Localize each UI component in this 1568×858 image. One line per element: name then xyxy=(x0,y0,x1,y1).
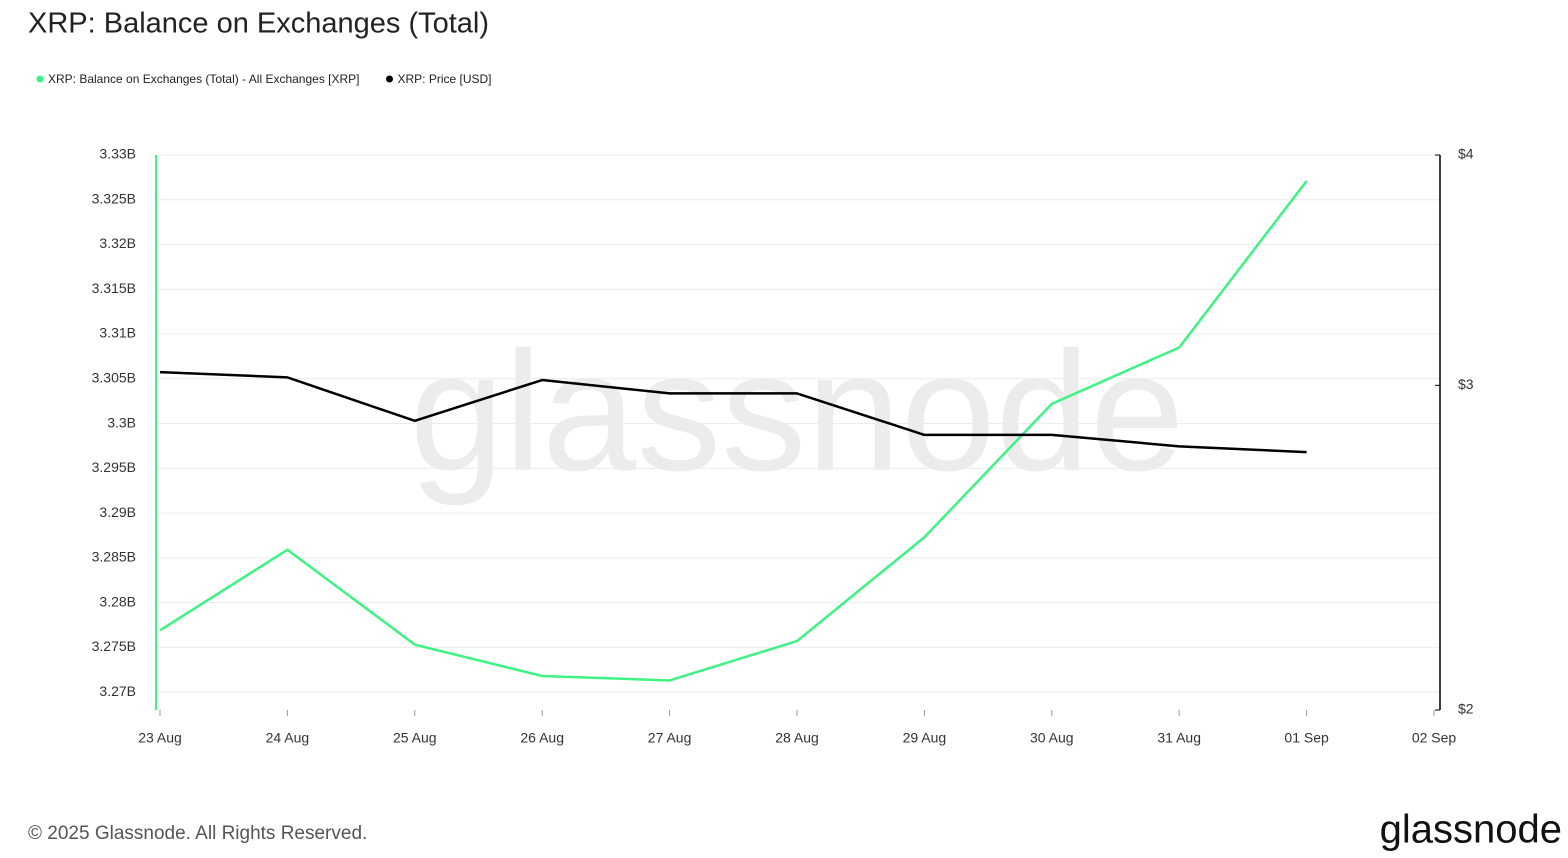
y-tick-label: 3.3B xyxy=(107,414,136,430)
legend-marker xyxy=(36,75,44,83)
chart-title: XRP: Balance on Exchanges (Total) xyxy=(28,8,489,40)
legend-label: XRP: Price [USD] xyxy=(398,72,492,86)
y-tick-label: 3.29B xyxy=(99,504,136,520)
series-line xyxy=(159,370,1307,454)
watermark: glassnode xyxy=(409,317,1184,507)
x-tick-label: 29 Aug xyxy=(903,730,947,746)
legend-label: XRP: Balance on Exchanges (Total) - All … xyxy=(48,72,360,86)
x-tick-label: 31 Aug xyxy=(1157,730,1201,746)
x-tick-label: 23 Aug xyxy=(138,730,182,746)
y-tick-label: 3.28B xyxy=(99,593,136,609)
y-tick-label: 3.315B xyxy=(92,280,136,296)
y-tick-label: 3.295B xyxy=(92,459,136,475)
y2-tick-label: $3 xyxy=(1458,376,1474,392)
y-tick-label: 3.33B xyxy=(99,146,136,162)
x-tick-label: 25 Aug xyxy=(393,730,437,746)
x-tick-label: 27 Aug xyxy=(648,730,692,746)
x-tick-label: 01 Sep xyxy=(1284,730,1329,746)
y2-tick-label: $4 xyxy=(1458,146,1474,162)
y-tick-label: 3.285B xyxy=(92,549,136,565)
x-tick-label: 26 Aug xyxy=(520,730,564,746)
y-tick-label: 3.325B xyxy=(92,190,136,206)
y-tick-label: 3.27B xyxy=(99,683,136,699)
y-tick-label: 3.305B xyxy=(92,369,136,385)
y-tick-label: 3.32B xyxy=(99,235,136,251)
logo: glassnode xyxy=(1380,808,1562,852)
x-tick-label: 28 Aug xyxy=(775,730,819,746)
legend-marker xyxy=(386,75,393,83)
y-tick-label: 3.31B xyxy=(99,325,136,341)
series-line xyxy=(159,180,1308,682)
x-tick-label: 24 Aug xyxy=(266,730,310,746)
y-tick-label: 3.275B xyxy=(92,638,136,654)
x-tick-label: 02 Sep xyxy=(1412,730,1457,746)
x-tick-label: 30 Aug xyxy=(1030,730,1074,746)
footer: © 2025 Glassnode. All Rights Reserved. xyxy=(28,823,367,844)
y2-tick-label: $2 xyxy=(1458,701,1474,717)
